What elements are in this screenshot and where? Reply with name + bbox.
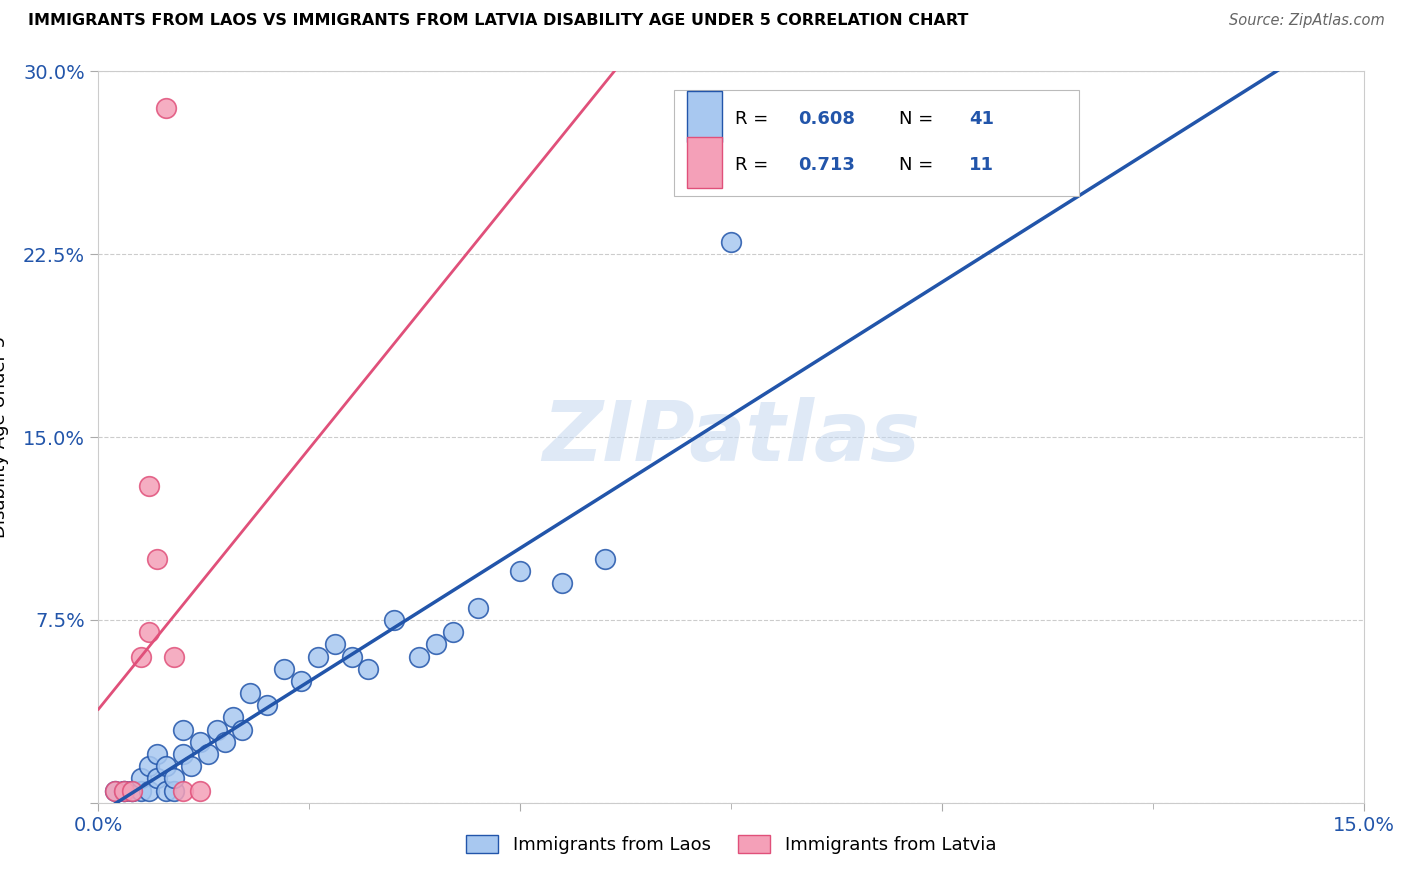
- Point: [138, 759, 160, 773]
- Point: [121, 783, 143, 797]
- Text: N =: N =: [900, 110, 939, 128]
- FancyBboxPatch shape: [675, 90, 1080, 195]
- Point: [104, 783, 127, 797]
- FancyBboxPatch shape: [686, 91, 723, 143]
- Point: [273, 662, 295, 676]
- Point: [163, 649, 186, 664]
- Point: [146, 747, 169, 761]
- Point: [138, 625, 160, 640]
- Legend: Immigrants from Laos, Immigrants from Latvia: Immigrants from Laos, Immigrants from La…: [457, 826, 1005, 863]
- Point: [231, 723, 253, 737]
- Point: [205, 723, 228, 737]
- Text: IMMIGRANTS FROM LAOS VS IMMIGRANTS FROM LATVIA DISABILITY AGE UNDER 5 CORRELATIO: IMMIGRANTS FROM LAOS VS IMMIGRANTS FROM …: [28, 13, 969, 29]
- FancyBboxPatch shape: [686, 137, 723, 188]
- Point: [112, 783, 135, 797]
- Point: [104, 783, 127, 797]
- Point: [121, 783, 143, 797]
- Text: R =: R =: [735, 156, 773, 174]
- Text: ZIPatlas: ZIPatlas: [543, 397, 920, 477]
- Point: [155, 101, 177, 115]
- Point: [163, 783, 186, 797]
- Text: R =: R =: [735, 110, 773, 128]
- Point: [172, 747, 194, 761]
- Point: [129, 649, 152, 664]
- Point: [323, 637, 346, 651]
- Point: [172, 723, 194, 737]
- Point: [256, 698, 278, 713]
- Point: [112, 783, 135, 797]
- Point: [155, 783, 177, 797]
- Point: [129, 772, 152, 786]
- Point: [425, 637, 447, 651]
- Point: [146, 772, 169, 786]
- Point: [239, 686, 262, 700]
- Point: [593, 552, 616, 566]
- Point: [138, 479, 160, 493]
- Point: [307, 649, 329, 664]
- Point: [180, 759, 202, 773]
- Text: N =: N =: [900, 156, 939, 174]
- Point: [172, 783, 194, 797]
- Point: [121, 783, 143, 797]
- Point: [290, 673, 312, 688]
- Text: 0.608: 0.608: [799, 110, 855, 128]
- Point: [720, 235, 742, 249]
- Point: [214, 735, 236, 749]
- Point: [382, 613, 405, 627]
- Point: [163, 772, 186, 786]
- Text: 11: 11: [969, 156, 994, 174]
- Point: [146, 552, 169, 566]
- Point: [340, 649, 363, 664]
- Point: [155, 759, 177, 773]
- Point: [222, 710, 245, 724]
- Point: [408, 649, 430, 664]
- Point: [188, 735, 211, 749]
- Y-axis label: Disability Age Under 5: Disability Age Under 5: [0, 336, 10, 538]
- Text: Source: ZipAtlas.com: Source: ZipAtlas.com: [1229, 13, 1385, 29]
- Text: 41: 41: [969, 110, 994, 128]
- Point: [357, 662, 380, 676]
- Point: [467, 600, 489, 615]
- Text: 0.713: 0.713: [799, 156, 855, 174]
- Point: [441, 625, 464, 640]
- Point: [188, 783, 211, 797]
- Point: [509, 564, 531, 578]
- Point: [197, 747, 219, 761]
- Point: [112, 783, 135, 797]
- Point: [129, 783, 152, 797]
- Point: [551, 576, 574, 591]
- Point: [138, 783, 160, 797]
